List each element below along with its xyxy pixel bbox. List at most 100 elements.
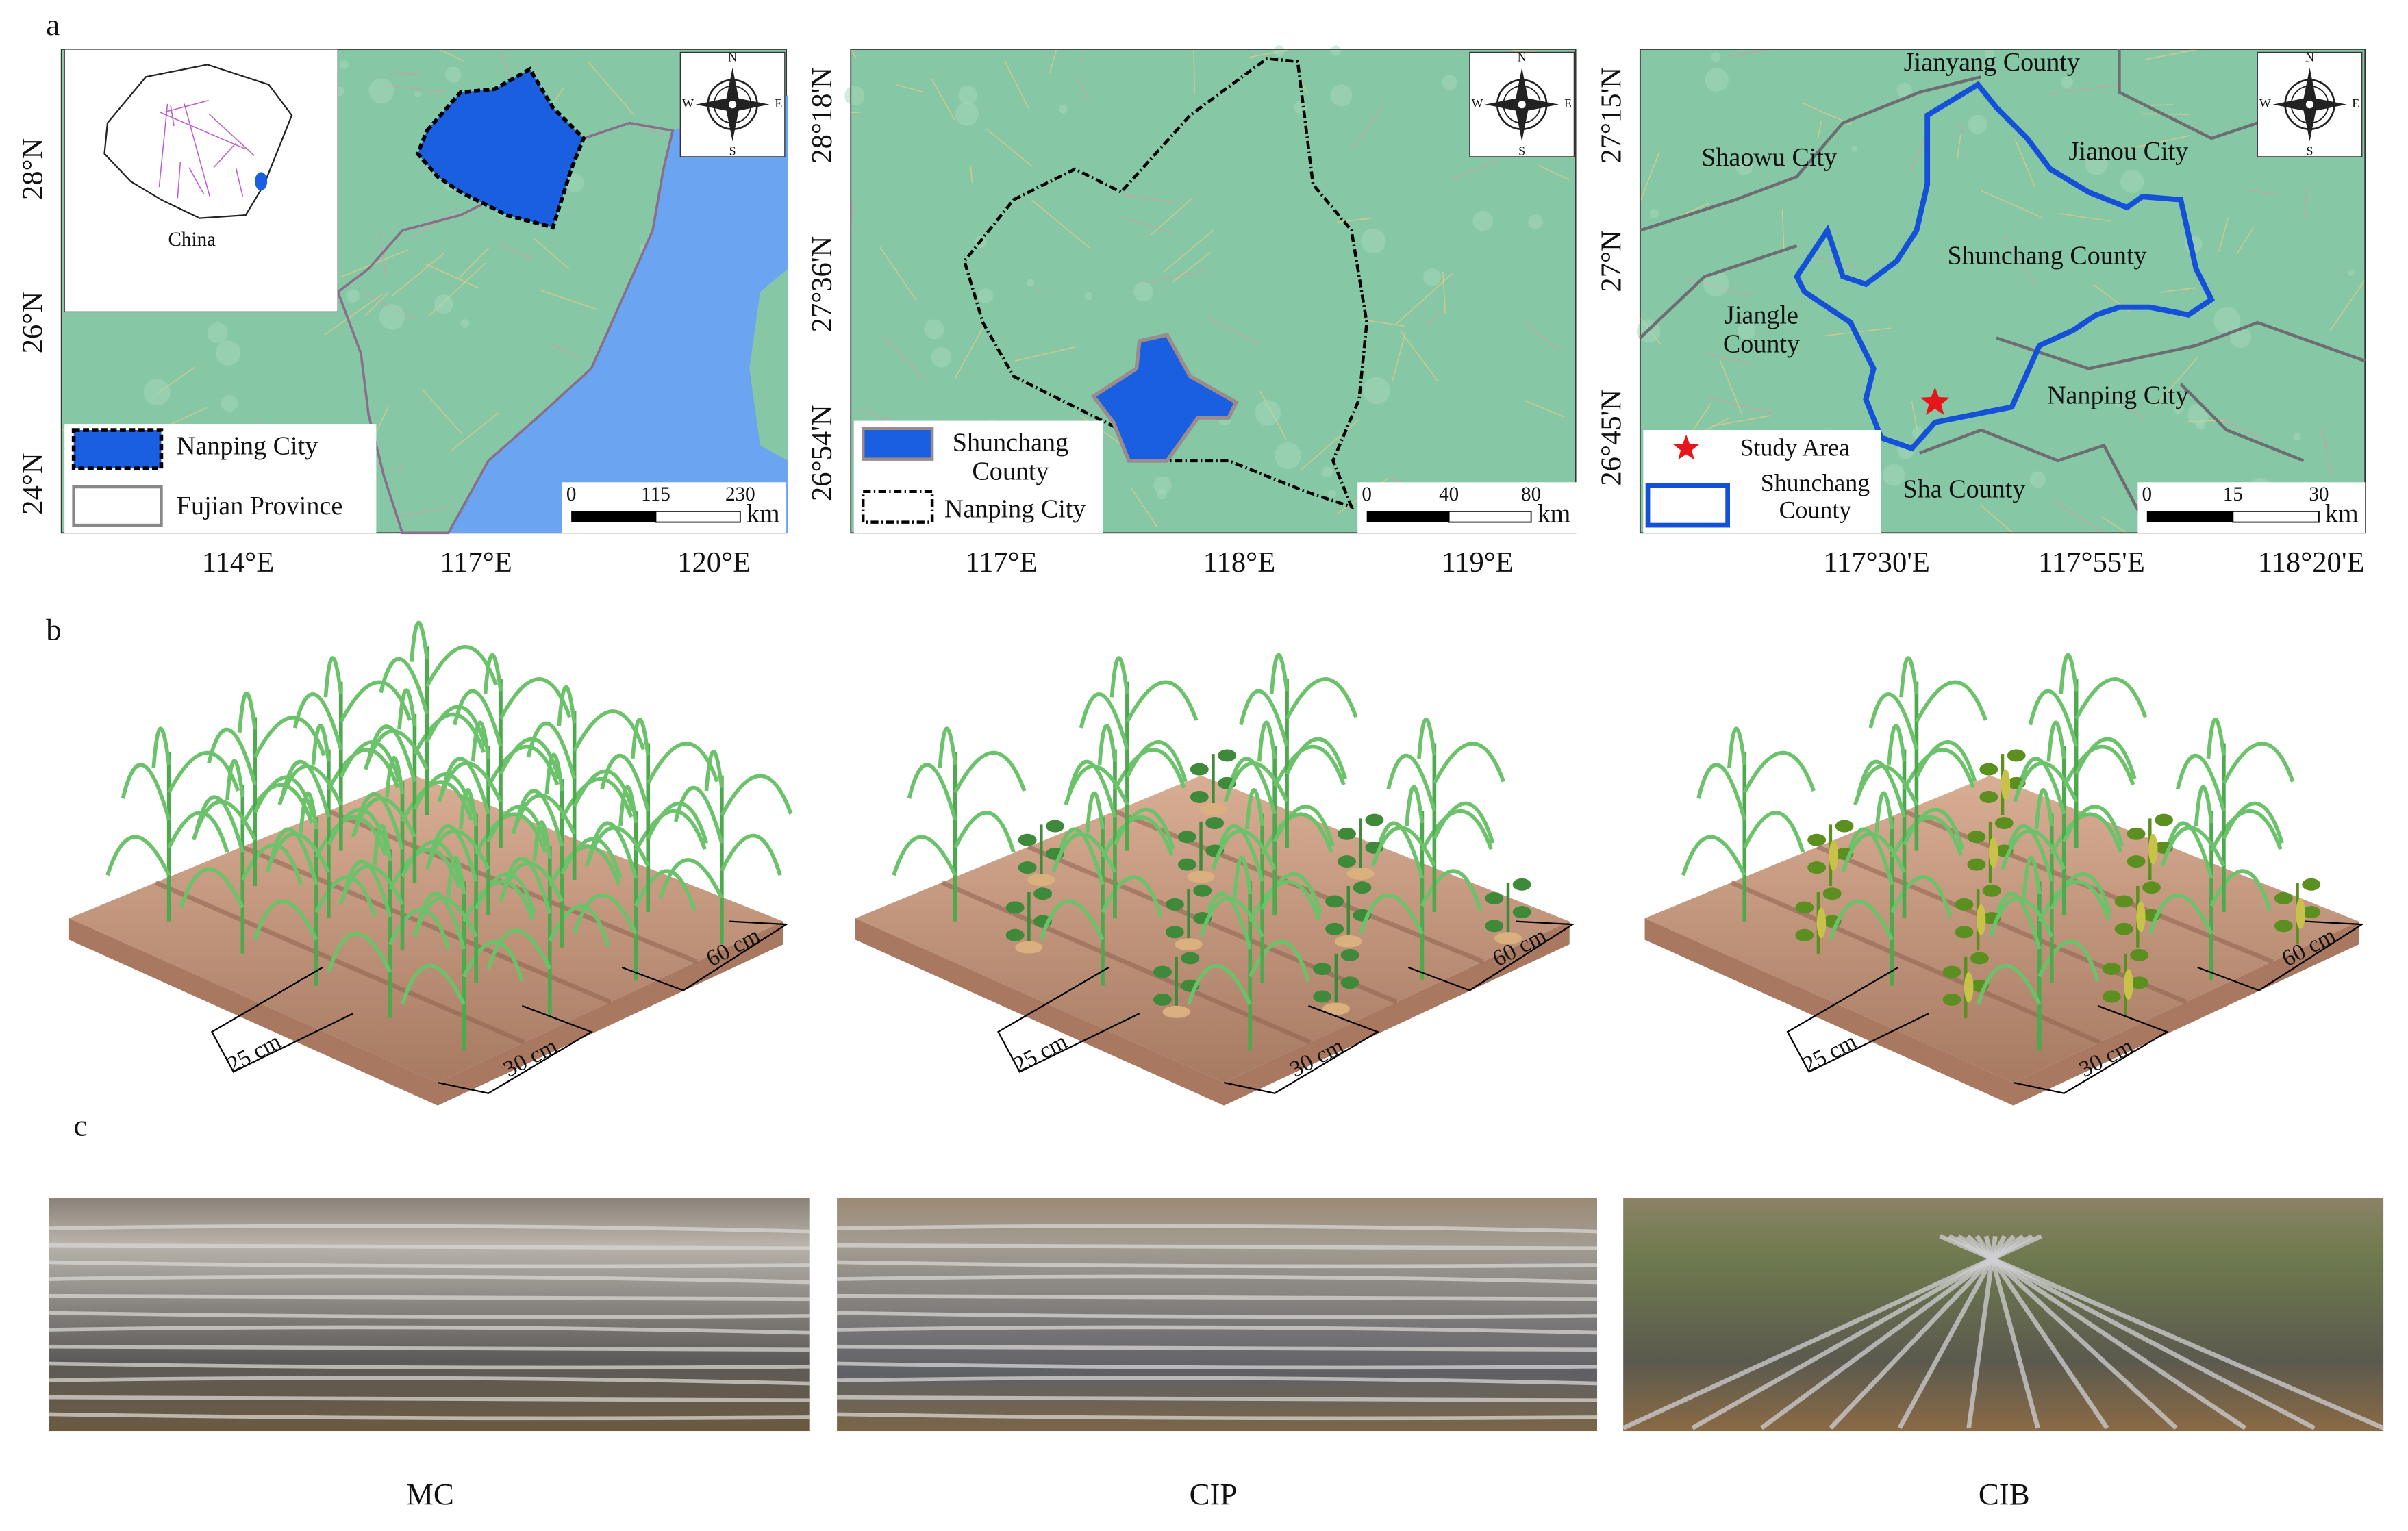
legume-leaf xyxy=(1340,948,1359,961)
compass-letter: N xyxy=(2305,51,2314,64)
map-road xyxy=(2105,391,2144,418)
maize-leaf xyxy=(1890,815,1964,858)
legume-leaf xyxy=(1165,898,1184,911)
legume-leaf xyxy=(1218,749,1237,762)
maize-leaf xyxy=(1696,763,1747,821)
maize-leaf xyxy=(280,759,331,818)
map-road xyxy=(1524,399,1565,418)
map-road xyxy=(588,61,635,116)
map-road xyxy=(1980,505,2014,533)
map-road xyxy=(2003,236,2035,286)
field-top xyxy=(1644,775,2359,1083)
maize-leaf xyxy=(588,821,638,879)
mulch-stripe xyxy=(1939,1234,2385,1430)
scale-bar xyxy=(1448,510,1532,523)
map-road xyxy=(851,111,862,114)
field-top xyxy=(68,775,783,1083)
map-road xyxy=(1031,199,1091,249)
maize-leaf xyxy=(1417,718,1437,759)
map-terrain xyxy=(1735,158,1753,176)
mulch-stripe xyxy=(837,1311,1598,1319)
map-road xyxy=(2248,190,2277,195)
dimension-box xyxy=(1223,1004,1379,1094)
compass-letter: S xyxy=(1518,144,1525,157)
legume-leaf xyxy=(1033,887,1053,900)
maize-leaf xyxy=(342,859,392,918)
map-frame xyxy=(1639,49,2366,534)
field-illustration xyxy=(68,620,793,1106)
map-road xyxy=(1442,271,1446,314)
maize-leaf xyxy=(720,774,793,817)
maize-leaf xyxy=(1844,827,1894,885)
maize-leaf xyxy=(1239,689,1289,747)
map-terrain xyxy=(1294,101,1307,114)
maize-leaf xyxy=(514,789,564,847)
legume-leaf xyxy=(1325,922,1344,935)
scale-label: 40 xyxy=(1439,483,1459,505)
maize-leaf xyxy=(2037,939,2100,982)
map-road xyxy=(1004,60,1029,109)
place-label: Shaowu City xyxy=(1701,143,1837,172)
longitude-label: 114°E xyxy=(202,546,274,579)
scale-bar xyxy=(1366,511,1449,522)
map-terrain xyxy=(2213,307,2241,334)
panel-label: b xyxy=(46,612,61,646)
place-label: Jianou City xyxy=(2069,137,2189,166)
mulch-stripe xyxy=(49,1274,810,1285)
compass-letter: W xyxy=(2259,97,2271,110)
mulch-stripe xyxy=(837,1361,1598,1370)
peanut-pod xyxy=(1346,868,1375,881)
legume-leaf xyxy=(1193,884,1212,897)
maize-leaf xyxy=(1285,677,1358,720)
maize-leaf xyxy=(1420,809,1493,852)
maize-leaf xyxy=(1727,726,1747,768)
maize-leaf xyxy=(486,928,552,970)
mulch-stripe xyxy=(49,1243,810,1251)
maize-leaf xyxy=(953,750,1027,794)
map-road xyxy=(1076,78,1090,99)
legume-leaf xyxy=(1046,820,1064,833)
legume-leaf xyxy=(1942,993,1961,1006)
maize-leaf xyxy=(1051,832,1117,874)
map-terrain xyxy=(1361,228,1386,254)
map-road xyxy=(1957,134,1961,160)
map-terrain xyxy=(1328,490,1337,498)
mulch-stripe xyxy=(1974,1235,2109,1430)
peanut-pod xyxy=(1175,938,1203,951)
photo-label: MC xyxy=(406,1477,454,1511)
maize-leaf xyxy=(600,753,650,811)
map-road xyxy=(1014,346,1076,362)
shunchang-region xyxy=(1090,332,1239,463)
map-road xyxy=(641,126,664,136)
map-road xyxy=(1427,309,1441,327)
mulch-stripe xyxy=(837,1376,1598,1386)
legume-leaf xyxy=(1955,898,1974,911)
soybean-pod xyxy=(2136,901,2146,933)
province-line xyxy=(158,103,168,188)
latitude-label: 26°N xyxy=(16,292,49,353)
map-terrain xyxy=(1157,490,1167,500)
legume-leaf xyxy=(1338,827,1356,840)
legend-swatch xyxy=(1645,483,1731,528)
legume-leaf xyxy=(2302,906,2321,919)
map-terrain xyxy=(2196,420,2205,430)
maize-leaf xyxy=(1244,788,1264,830)
maize-leaf xyxy=(412,896,478,938)
sea xyxy=(448,95,788,533)
map-terrain xyxy=(368,78,394,104)
legend-swatch xyxy=(71,428,164,470)
map-road xyxy=(931,78,956,121)
maize-leaf xyxy=(207,727,257,785)
map-road xyxy=(970,165,973,183)
latitude-label: 27°N xyxy=(1595,230,1627,292)
longitude-label: 119°E xyxy=(1441,546,1513,579)
maize-leaf xyxy=(938,726,957,768)
dimension-box xyxy=(997,966,1140,1073)
map-road xyxy=(425,263,479,289)
map-terrain xyxy=(931,347,952,368)
legend-label: Study Area xyxy=(1740,433,1850,461)
latitude-label: 27°15'N xyxy=(1595,67,1627,164)
maize-leaf xyxy=(1914,740,1977,783)
maize-leaf xyxy=(2001,828,2066,870)
maize-leaf xyxy=(268,827,318,885)
